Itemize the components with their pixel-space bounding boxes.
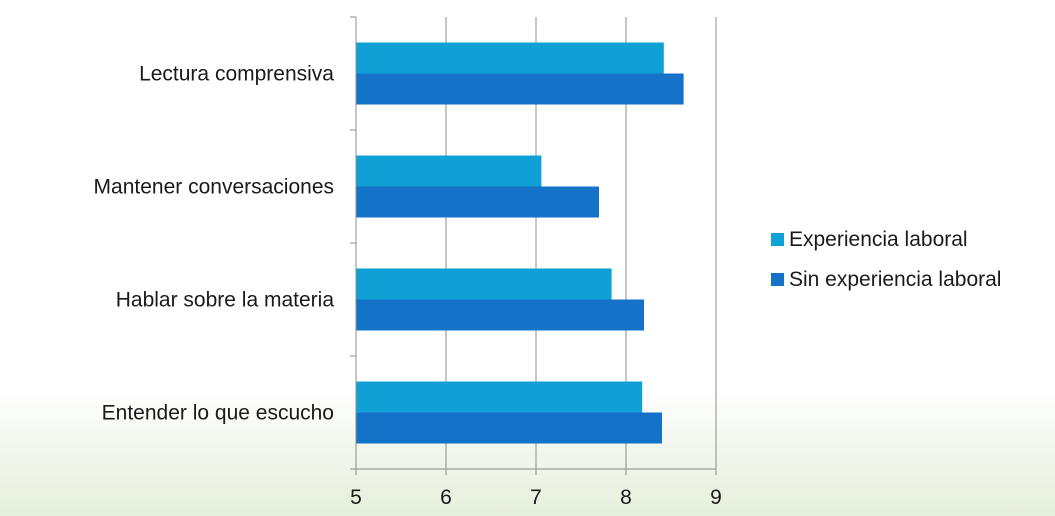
category-label: Entender lo que escucho	[102, 402, 334, 425]
x-tick-label: 8	[620, 486, 632, 509]
legend: Experiencia laboral Sin experiencia labor…	[771, 228, 1001, 291]
x-tick-label: 5	[350, 486, 362, 509]
x-tick-label: 9	[710, 486, 722, 509]
category-label: Lectura comprensiva	[139, 63, 334, 86]
bar-experiencia-2	[356, 155, 542, 187]
bar-sin-experiencia-2	[356, 186, 599, 218]
bars	[356, 42, 684, 444]
category-labels: Lectura comprensiva Mantener conversacion…	[94, 63, 335, 425]
bar-experiencia-4	[356, 381, 643, 413]
legend-swatch	[771, 233, 784, 246]
bar-experiencia-1	[356, 42, 664, 74]
x-tick-label: 6	[440, 486, 452, 509]
bar-sin-experiencia-1	[356, 73, 684, 105]
bar-sin-experiencia-3	[356, 299, 644, 331]
bar-sin-experiencia-4	[356, 412, 662, 444]
x-tick-label: 7	[530, 486, 542, 509]
legend-label: Experiencia laboral	[789, 228, 968, 251]
axes	[350, 16, 717, 475]
legend-label: Sin experiencia laboral	[789, 268, 1001, 291]
category-label: Mantener conversaciones	[94, 176, 334, 199]
x-tick-labels: 5 6 7 8 9	[350, 486, 722, 509]
category-label: Hablar sobre la materia	[116, 289, 335, 312]
bar-experiencia-3	[356, 268, 612, 300]
legend-swatch	[771, 273, 784, 286]
